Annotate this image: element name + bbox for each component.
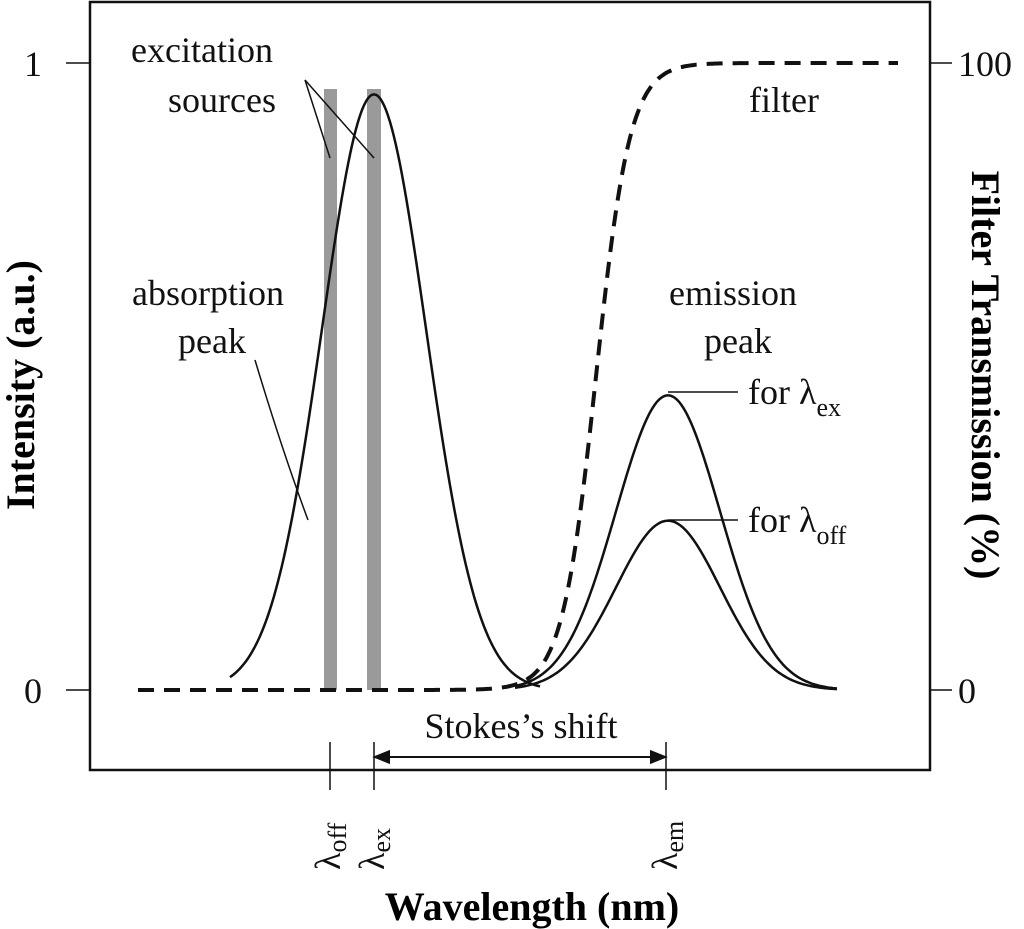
right-tick-label-100: 100 xyxy=(958,44,1012,84)
wavelength-off-sub: off xyxy=(323,822,352,852)
emission-curve-off xyxy=(514,519,838,691)
wavelength-label-off: λoff xyxy=(308,822,352,870)
right-tick-label-0: 0 xyxy=(958,671,976,711)
emission-off-sub: off xyxy=(816,521,846,550)
emission-ex-lambda: λ xyxy=(799,372,817,412)
left-tick-label-1: 1 xyxy=(24,44,42,84)
excitation-label-line1: excitation xyxy=(131,30,273,70)
emission-ex-label: for λex xyxy=(748,372,841,422)
wavelength-ex-lambda: λ xyxy=(352,852,392,870)
absorption-label-line1: absorption xyxy=(132,273,284,313)
absorption-leader xyxy=(254,359,309,521)
excitation-bar-off xyxy=(324,89,337,690)
emission-ex-sub: ex xyxy=(816,393,841,422)
right-axis-label: Filter Transmission (%) xyxy=(963,171,1008,580)
wavelength-off-lambda: λ xyxy=(308,852,348,870)
left-tick-label-0: 0 xyxy=(24,671,42,711)
svg-text:λex: λex xyxy=(352,828,396,870)
filter-curve xyxy=(138,61,898,692)
excitation-leader-off xyxy=(304,79,331,159)
emission-off-label: for λoff xyxy=(748,500,847,550)
excitation-bar-ex xyxy=(367,89,381,690)
emission-off-lambda: λ xyxy=(799,500,817,540)
wavelength-label-ex: λex xyxy=(352,828,396,870)
emission-off-prefix: for xyxy=(748,500,799,540)
wavelength-em-lambda: λ xyxy=(645,852,685,870)
emission-ex-prefix: for xyxy=(748,372,799,412)
excitation-label-line2: sources xyxy=(168,80,276,120)
svg-text:λoff: λoff xyxy=(308,822,352,870)
excitation-leader-ex xyxy=(304,79,375,159)
left-axis-label: Intensity (a.u.) xyxy=(0,260,43,510)
absorption-curve xyxy=(229,93,541,688)
emission-label-line2: peak xyxy=(704,321,772,361)
absorption-label-line2: peak xyxy=(178,321,246,361)
x-axis-label: Wavelength (nm) xyxy=(385,884,679,929)
stokes-shift-label: Stokes’s shift xyxy=(424,706,617,746)
emission-label-line1: emission xyxy=(669,273,797,313)
svg-text:λem: λem xyxy=(645,821,689,870)
filter-label: filter xyxy=(749,80,819,120)
wavelength-label-em: λem xyxy=(645,821,689,870)
wavelength-em-sub: em xyxy=(660,821,689,853)
plot-frame xyxy=(88,0,932,772)
wavelength-ex-sub: ex xyxy=(367,828,396,853)
emission-curve-ex xyxy=(514,394,838,690)
